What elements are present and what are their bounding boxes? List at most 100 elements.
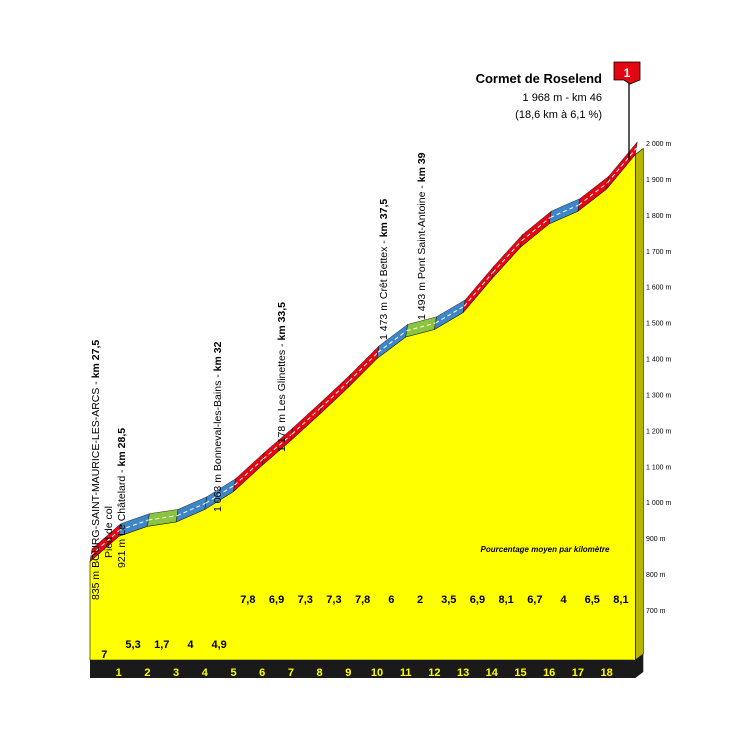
km-label: 4 [202, 667, 209, 679]
gradient-label: 1,7 [154, 639, 169, 651]
y-axis: 700 m 800 m 900 m 1 000 m 1 100 m 1 200 m 1 30… [646, 141, 671, 615]
y-tick-label: 1 100 m [646, 464, 671, 471]
y-tick-label: 1 700 m [646, 249, 671, 256]
waypoint-label: 1 473 m Crêt Bettex - km 37,5 [378, 199, 390, 340]
chart-title: Cormet de Roselend [476, 71, 602, 86]
band-centre-dash [377, 330, 408, 353]
waypoint-km: km 39 [416, 152, 428, 182]
km-label: 9 [345, 667, 351, 679]
waypoint-km: km 32 [212, 341, 224, 371]
band-centre-dash [521, 217, 551, 242]
gradient-label: 5,3 [125, 639, 140, 651]
km-label: 13 [457, 667, 469, 679]
waypoint-label: 921 m Le Châtelard - km 28,5 [116, 428, 128, 568]
waypoint-km: km 28,5 [116, 428, 128, 467]
profile-side-wall [634, 147, 644, 661]
band-centre-dash [435, 305, 465, 324]
km-label: 5 [230, 667, 236, 679]
band-centre-dash [262, 433, 293, 460]
waypoint-km: km 37,5 [378, 199, 390, 238]
y-tick-label: 1 300 m [646, 392, 671, 399]
gradient-label: 2 [417, 594, 423, 606]
km-label: 17 [572, 667, 584, 679]
waypoint-name: 1 178 m Les Glinettes - [276, 341, 288, 452]
band-centre-dash [205, 484, 235, 504]
gradient-label: 6,5 [585, 594, 600, 606]
km-label: 8 [317, 667, 323, 679]
waypoint-name: 921 m Le Châtelard - [116, 466, 128, 568]
gradient-label: 6 [388, 594, 394, 606]
waypoint-name: 1 063 m Bonneval-les-Bains - [212, 371, 224, 512]
gradient-label: 7 [101, 649, 107, 661]
km-label: 15 [514, 667, 526, 679]
gradient-label: 7,8 [355, 594, 370, 606]
km-label: 6 [259, 667, 265, 679]
waypoint-km: km 33,5 [276, 302, 288, 341]
y-tick-label: 1 800 m [646, 213, 671, 220]
waypoint-name: 1 493 m Pont Saint-Antoine - [416, 182, 428, 320]
band-centre-dash [176, 502, 207, 517]
gradient-label: 4 [560, 594, 567, 606]
waypoint-label: 1 178 m Les Glinettes - km 33,5 [276, 302, 288, 452]
chart-subtitle: Pourcentage moyen par kilomètre [481, 545, 610, 554]
y-tick-label: 1 000 m [646, 500, 671, 507]
gradient-label: 6,9 [470, 594, 485, 606]
km-label: 1 [116, 667, 122, 679]
km-label: 12 [428, 667, 440, 679]
waypoint-label: 1 063 m Bonneval-les-Bains - km 32 [212, 341, 224, 512]
band-centre-dash [578, 182, 608, 206]
band-centre-dash [492, 240, 522, 273]
gradient-label: 4 [187, 639, 194, 651]
waypoint-label: 1 493 m Pont Saint-Antoine - km 39 [416, 152, 428, 320]
gradient-label: 7,3 [298, 594, 313, 606]
waypoint-name: 1 473 m Crêt Bettex - [378, 237, 390, 340]
y-tick-label: 1 400 m [646, 357, 671, 364]
waypoint-name: Pied de col [103, 506, 115, 558]
band-centre-dash [119, 519, 149, 531]
km-label: 2 [144, 667, 150, 679]
band-centre-dash [463, 272, 494, 307]
y-tick-label: 700 m [646, 608, 666, 615]
profile-front-face [89, 153, 636, 661]
gradient-label: 4,9 [212, 639, 227, 651]
km-label: 16 [543, 667, 555, 679]
km-label: 3 [173, 667, 179, 679]
flag-shape [613, 61, 641, 85]
y-tick-label: 1 600 m [646, 285, 671, 292]
band-centre-dash [406, 322, 436, 332]
summit-flag: 1 [613, 61, 641, 160]
gradient-bands [89, 141, 638, 563]
y-tick-label: 1 200 m [646, 428, 671, 435]
gradient-label: 6,9 [269, 594, 284, 606]
summit-info: 1 968 m - km 46 [523, 92, 602, 104]
summit-category: 1 [624, 66, 631, 80]
gradient-label: 7,8 [240, 594, 255, 606]
band-centre-dash [549, 204, 580, 218]
waypoint-labels: 835 m BOURG-SAINT-MAURICE-LES-ARCS - km … [90, 152, 428, 600]
km-label: 18 [600, 667, 612, 679]
gradient-label: 6,7 [527, 594, 542, 606]
y-tick-label: 900 m [646, 536, 666, 543]
waypoint-label: Pied de col [103, 506, 115, 558]
y-tick-label: 800 m [646, 572, 666, 579]
gradient-label: 7,3 [326, 594, 341, 606]
km-base-strip [90, 654, 644, 678]
waypoint-km: km 27,5 [90, 340, 102, 379]
waypoint-name: 835 m BOURG-SAINT-MAURICE-LES-ARCS - [90, 378, 102, 600]
summit-stats: (18,6 km à 6,1 %) [515, 109, 602, 121]
km-labels: 1 2 3 4 5 6 7 8 9 10 11 12 13 14 15 16 17 18 [116, 667, 613, 679]
gradient-label: 3,5 [441, 594, 456, 606]
gradient-labels: 7 5,3 1,7 4 4,9 7,8 6,9 7,3 7,3 7,8 6 2 3,5 6,9 8,1 6,7… [101, 594, 628, 661]
gradient-label: 8,1 [499, 594, 514, 606]
gradient-label: 8,1 [613, 594, 628, 606]
km-label: 11 [400, 667, 412, 679]
y-tick-label: 2 000 m [646, 141, 671, 148]
km-label: 7 [288, 667, 294, 679]
terrain-profile [89, 147, 644, 678]
waypoint-label: 835 m BOURG-SAINT-MAURICE-LES-ARCS - km … [90, 340, 102, 600]
y-tick-label: 1 500 m [646, 321, 671, 328]
km-label: 10 [371, 667, 383, 679]
band-centre-dash [148, 515, 178, 521]
band-centre-dash [607, 147, 637, 184]
